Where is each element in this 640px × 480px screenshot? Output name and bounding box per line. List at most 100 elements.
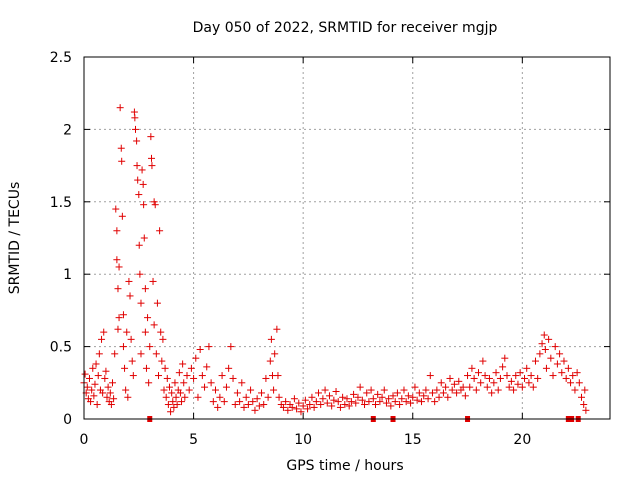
- data-point: [347, 398, 355, 406]
- data-point: [380, 386, 388, 394]
- data-point: [98, 335, 106, 343]
- plot-frame: [83, 56, 611, 420]
- data-point: [415, 389, 423, 397]
- data-point: [207, 379, 215, 387]
- data-point: [153, 299, 161, 307]
- data-point: [418, 398, 426, 406]
- data-point: [582, 406, 590, 414]
- data-point: [266, 357, 274, 365]
- data-point: [483, 383, 491, 391]
- data-point: [119, 311, 127, 319]
- data-point: [437, 379, 445, 387]
- data-point: [562, 374, 570, 382]
- data-point: [505, 383, 513, 391]
- data-point: [170, 403, 178, 411]
- data-point: [328, 402, 336, 410]
- data-point: [135, 191, 143, 199]
- y-tick-label: 2: [63, 122, 72, 138]
- data-point: [152, 350, 160, 358]
- data-point: [488, 389, 496, 397]
- chart-title: Day 050 of 2022, SRMTID for receiver mgj…: [193, 20, 498, 36]
- data-point: [162, 393, 170, 401]
- data-point: [531, 357, 539, 365]
- data-point: [119, 343, 127, 351]
- data-point: [475, 369, 482, 377]
- data-point: [122, 386, 130, 394]
- data-point: [431, 398, 439, 406]
- data-point: [124, 393, 132, 401]
- data-point: [393, 389, 401, 397]
- data-point: [361, 401, 369, 409]
- data-point: [137, 350, 145, 358]
- data-point: [301, 396, 309, 404]
- data-point: [536, 350, 544, 358]
- data-points: [80, 104, 590, 416]
- data-point: [350, 390, 358, 398]
- data-point: [413, 396, 421, 404]
- data-point: [264, 393, 272, 401]
- data-point: [161, 364, 169, 372]
- data-point: [175, 369, 183, 377]
- data-point: [128, 357, 136, 365]
- data-point: [100, 328, 108, 336]
- data-point: [404, 392, 412, 400]
- data-point: [90, 392, 98, 400]
- data-point: [514, 380, 522, 388]
- data-point: [89, 364, 97, 372]
- data-point: [229, 374, 237, 382]
- y-tick-label: 1.5: [50, 195, 72, 211]
- data-point: [573, 369, 581, 377]
- data-point: [218, 372, 226, 380]
- data-point: [247, 386, 255, 394]
- data-point: [146, 343, 154, 351]
- data-point: [271, 350, 279, 358]
- data-point: [547, 354, 555, 362]
- data-point: [477, 379, 485, 387]
- data-point: [435, 393, 443, 401]
- x-tick-label: 0: [80, 432, 89, 448]
- data-point: [288, 403, 296, 411]
- data-point: [297, 408, 305, 416]
- data-point: [553, 360, 561, 368]
- data-point: [516, 369, 524, 377]
- data-point: [558, 369, 566, 377]
- data-point: [133, 137, 141, 145]
- data-point: [365, 398, 373, 406]
- data-point: [244, 401, 252, 409]
- data-point: [424, 395, 432, 403]
- data-point: [367, 386, 375, 394]
- data-point: [233, 389, 241, 397]
- data-point: [205, 343, 213, 351]
- data-point: [464, 372, 472, 380]
- data-point: [112, 205, 120, 213]
- data-point: [442, 383, 450, 391]
- data-point: [220, 398, 228, 406]
- data-point: [151, 201, 159, 209]
- data-point: [203, 363, 211, 371]
- data-point: [183, 372, 191, 380]
- data-point: [168, 389, 176, 397]
- data-point: [503, 372, 511, 380]
- data-point: [179, 360, 187, 368]
- data-point: [136, 270, 144, 278]
- x-tick-label: 20: [513, 432, 531, 448]
- data-point: [391, 398, 399, 406]
- data-point: [312, 398, 320, 406]
- x-axis-title: GPS time / hours: [286, 458, 403, 474]
- data-point: [523, 364, 531, 372]
- data-point: [187, 364, 195, 372]
- data-point: [116, 104, 124, 112]
- data-point: [332, 387, 340, 395]
- data-point: [336, 403, 344, 411]
- data-point: [279, 403, 287, 411]
- data-point: [389, 392, 397, 400]
- data-point: [126, 292, 134, 300]
- data-point: [176, 389, 184, 397]
- data-point: [92, 360, 100, 368]
- y-axis-title: SRMTID / TECUs: [7, 182, 23, 295]
- data-point: [201, 383, 209, 391]
- data-point: [262, 374, 270, 382]
- x-tick-label: 15: [404, 432, 422, 448]
- data-point: [212, 386, 219, 394]
- data-point: [466, 383, 474, 391]
